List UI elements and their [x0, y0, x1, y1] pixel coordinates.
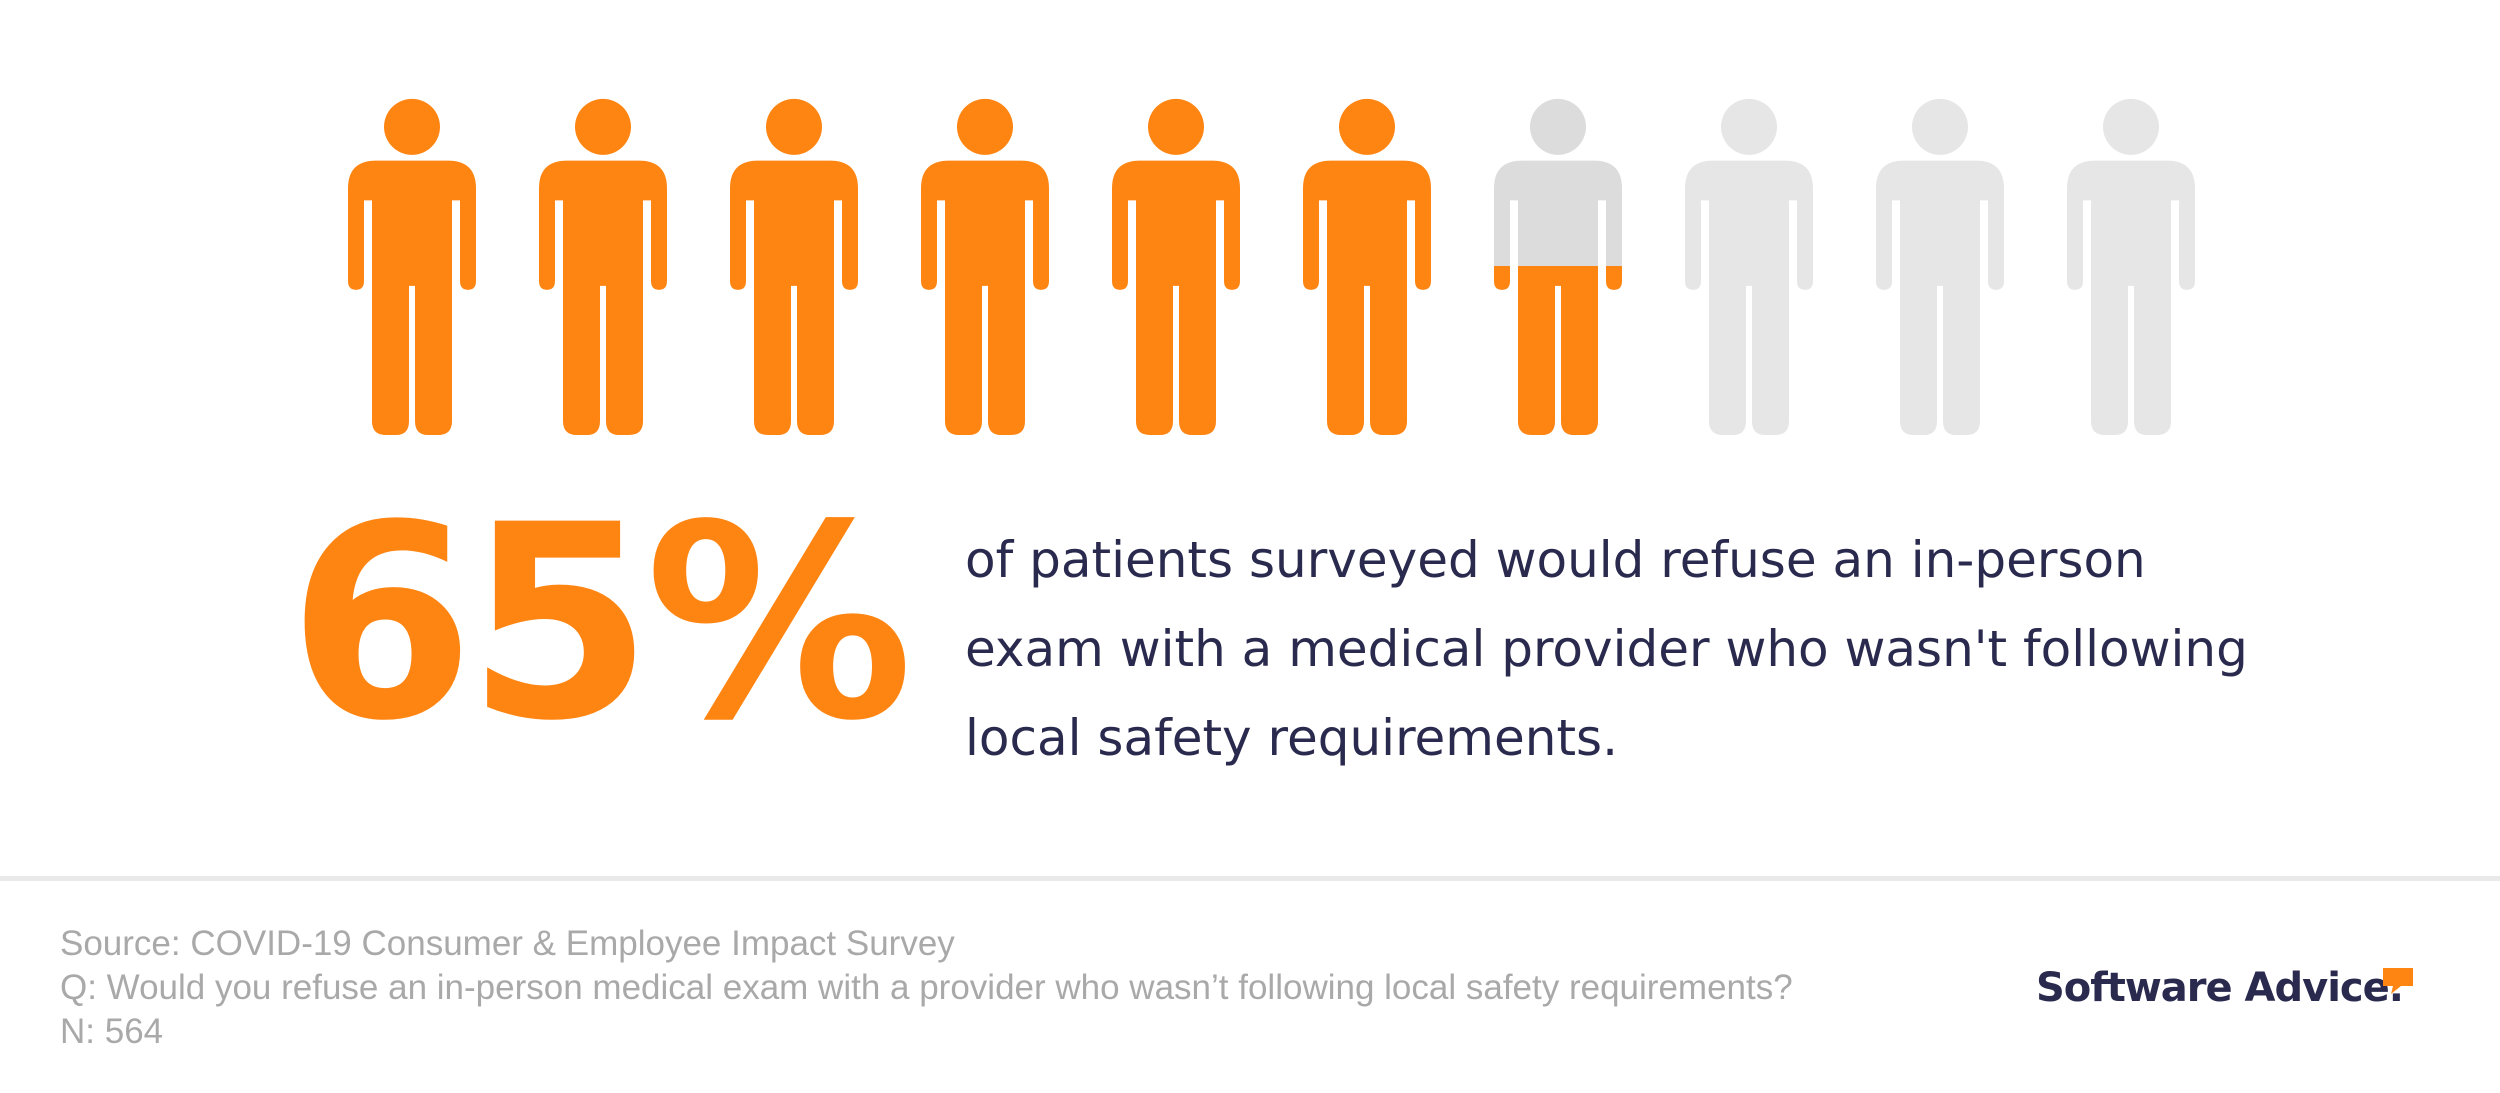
headline-line: exam with a medical provider who wasn't …: [965, 620, 2248, 678]
question-text: Q: Would you refuse an in-person medical…: [60, 968, 1793, 1007]
source-text: Source: COVID-19 Consumer & Employee Imp…: [60, 924, 955, 963]
headline-statement: of patients surveyed would refuse an in-…: [965, 516, 2305, 783]
divider: [0, 876, 2500, 881]
person-icon: [1876, 98, 2004, 435]
person-icon: [348, 98, 476, 435]
person-icon: [1494, 98, 1622, 435]
person-icon: [1303, 98, 1431, 435]
big-percentage: 65%: [288, 468, 913, 780]
speech-bubble-icon: [2383, 968, 2413, 994]
sample-size-text: N: 564: [60, 1012, 164, 1051]
person-icon: [730, 98, 858, 435]
person-icon-fill: [1494, 266, 1622, 435]
person-icon: [1685, 98, 1813, 435]
person-icon: [539, 98, 667, 435]
person-icon: [1112, 98, 1240, 435]
headline-line: of patients surveyed would refuse an in-…: [965, 531, 2146, 589]
software-advice-logo: Software Advice.: [2036, 965, 2404, 1011]
pictograph: [348, 98, 2195, 435]
headline-line: local safety requirements.: [965, 709, 1619, 767]
person-icon: [921, 98, 1049, 435]
person-icon: [2067, 98, 2195, 435]
